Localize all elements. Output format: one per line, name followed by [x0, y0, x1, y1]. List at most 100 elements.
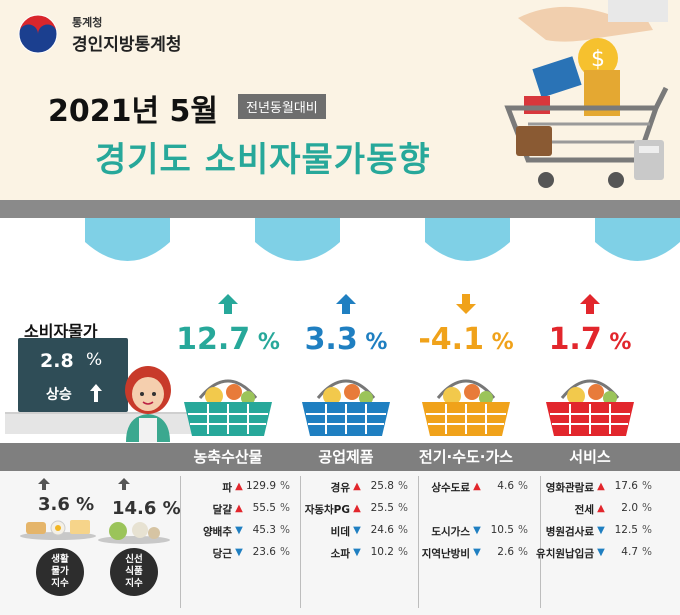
arrow-down-icon: ▼	[353, 547, 361, 558]
item-value: 17.6	[614, 480, 638, 492]
arrow-down-icon: ▼	[235, 525, 243, 536]
item-name: 소파	[330, 548, 350, 560]
divider	[180, 476, 181, 608]
item-name: 도시가스	[431, 526, 470, 538]
arrow-down-icon: ▼	[353, 525, 361, 536]
item-unit: %	[280, 524, 290, 536]
arrow-up-icon	[38, 478, 50, 490]
item-value: 25.5	[370, 502, 394, 514]
awning-scallop	[85, 218, 170, 261]
arrow-up-icon: ▲	[235, 481, 243, 492]
item-name: 달걀	[212, 504, 232, 516]
category-rate-unit: %	[483, 330, 514, 355]
item-unit: %	[398, 480, 408, 492]
badge-line: 지수	[51, 578, 69, 589]
item-unit: %	[518, 480, 528, 492]
awning-scallop	[170, 218, 255, 261]
item-unit: %	[642, 546, 652, 558]
basket-illustration	[546, 379, 634, 436]
category-rate: -4.1 %	[406, 322, 526, 357]
divider	[300, 476, 301, 608]
item-value: 4.7	[621, 546, 638, 558]
item-unit: %	[398, 546, 408, 558]
arrow-up-icon: ▲	[353, 481, 361, 492]
item-unit: %	[280, 502, 290, 514]
category-rate-unit: %	[357, 330, 388, 355]
category-rate-value: -4.1	[418, 322, 484, 357]
item-unit: %	[642, 502, 652, 514]
item-name: 당근	[212, 548, 232, 560]
awning-scallops	[0, 218, 680, 261]
arrow-up-icon: ▲	[235, 503, 243, 514]
cpi-label: 소비자물가	[24, 322, 98, 341]
living-cpi-rate: 3.6 %	[38, 494, 95, 515]
item-value: 45.3	[252, 524, 276, 536]
item-name: 전세	[574, 504, 594, 516]
category-name: 전기·수도·가스	[418, 448, 514, 466]
category-name: 공업제품	[318, 448, 374, 466]
basket-illustration	[184, 379, 272, 436]
arrow-up-icon: ▲	[473, 481, 481, 492]
arrow-up-icon: ▲	[597, 503, 605, 514]
item-value: 25.8	[370, 480, 394, 492]
awning-scallop	[425, 218, 510, 261]
item-value: 23.6	[252, 546, 276, 558]
awning-scallop	[340, 218, 425, 261]
item-name: 병원검사료	[545, 526, 594, 538]
arrow-down-icon: ▼	[597, 525, 605, 536]
shopping-cart-illustration: $	[504, 0, 669, 188]
arrow-up-icon	[336, 294, 356, 314]
basket-illustration	[302, 379, 390, 436]
item-value: 10.2	[370, 546, 394, 558]
arrow-up-icon: ▲	[597, 481, 605, 492]
arrow-down-icon: ▼	[597, 547, 605, 558]
item-value: 24.6	[370, 524, 394, 536]
shop-counter	[5, 412, 205, 434]
arrow-down-icon: ▼	[235, 547, 243, 558]
arrow-up-icon	[90, 384, 102, 402]
item-unit: %	[518, 546, 528, 558]
awning-scallop	[0, 218, 85, 261]
category-rate-unit: %	[250, 330, 280, 355]
category-rate-unit: %	[601, 330, 632, 355]
compare-badge: 전년동월대비	[238, 94, 326, 119]
item-unit: %	[398, 502, 408, 514]
item-value: 129.9	[245, 480, 276, 492]
item-name: 양배추	[203, 526, 232, 538]
item-unit: %	[642, 480, 652, 492]
vegetables-illustration	[98, 522, 170, 544]
badge-line: 신선	[125, 554, 143, 565]
item-unit: %	[280, 480, 290, 492]
arrow-up-icon: ▲	[353, 503, 361, 514]
divider	[418, 476, 419, 608]
food-plate-illustration	[20, 520, 96, 540]
living-cpi-badge: 생활 물가 지수	[36, 548, 84, 596]
shopkeeper-illustration	[125, 366, 171, 442]
svg-text:$: $	[591, 47, 605, 72]
basket-illustration	[422, 379, 510, 436]
divider	[540, 476, 541, 608]
badge-line: 지수	[125, 578, 143, 589]
category-name: 농축수산물	[193, 448, 263, 466]
item-name: 경유	[330, 482, 350, 494]
item-value: 2.0	[621, 502, 638, 514]
arrow-up-icon	[580, 294, 600, 314]
awning-scallop	[595, 218, 680, 261]
category-rate: 1.7 %	[530, 322, 650, 357]
item-name: 자동차PG	[304, 504, 350, 516]
cpi-board	[18, 338, 128, 412]
category-rate-value: 12.7	[176, 322, 251, 357]
org-parent-label: 통계청	[72, 16, 103, 29]
badge-line: 물가	[51, 566, 69, 577]
statistics-korea-logo-icon	[18, 14, 58, 54]
category-name: 서비스	[569, 448, 611, 466]
date-title: 2021년 5월	[48, 94, 219, 129]
item-name: 지역난방비	[421, 548, 470, 560]
category-rate-value: 1.7	[548, 322, 602, 357]
cpi-unit: %	[86, 350, 103, 370]
category-header-bar	[0, 443, 680, 471]
item-unit: %	[398, 524, 408, 536]
cpi-value: 2.8	[40, 350, 74, 372]
fresh-food-badge: 신선 식품 지수	[110, 548, 158, 596]
item-name: 비데	[330, 526, 350, 538]
